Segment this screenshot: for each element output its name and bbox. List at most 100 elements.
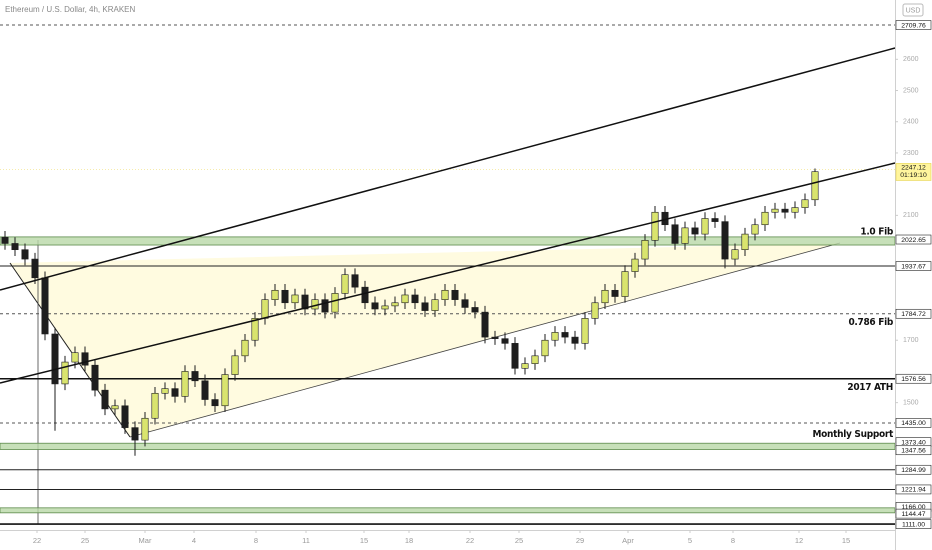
candle-body (61, 361, 69, 385)
candle-body (201, 380, 209, 400)
levels: 1.0 Fib 0.786 Fib 2017 ATH Monthly Support (0, 24, 896, 525)
trend-line (9, 262, 131, 438)
y-tick-label: 2300 (903, 150, 919, 157)
level-label: 1937.67 (901, 263, 926, 270)
y-tick-label: 2600 (903, 56, 919, 63)
candle-body (441, 289, 449, 300)
candle-body (561, 332, 569, 338)
level-label-box (895, 308, 932, 319)
candle-body (691, 227, 699, 235)
candle-body (491, 336, 499, 339)
candle-body (591, 302, 599, 319)
x-tick-label: 29 (576, 536, 584, 545)
level-label-box (895, 261, 932, 271)
support-zone (0, 442, 896, 450)
candle-body (581, 318, 589, 344)
level-label-box (895, 418, 932, 428)
candle-body (1, 236, 9, 244)
level-label: 1347.56 (901, 448, 926, 455)
x-tick-label: 25 (515, 536, 523, 545)
candle-body (221, 374, 229, 407)
last-price-label: 2247.12 (901, 165, 926, 172)
x-tick-label: 4 (192, 536, 196, 545)
y-tick-label: 2100 (903, 212, 919, 219)
level-label-box (895, 234, 932, 245)
level-note: 2017 ATH (847, 382, 893, 393)
candle-body (21, 249, 29, 260)
candle-body (611, 289, 619, 297)
candle-body (261, 299, 269, 319)
x-tick-label: 5 (688, 536, 692, 545)
candle-body (811, 171, 819, 201)
x-tick-label: Mar (139, 536, 152, 545)
level-label: 1111.00 (902, 521, 925, 528)
level-note: 1.0 Fib (860, 227, 893, 238)
x-tick-label: 11 (302, 536, 310, 545)
candle-body (631, 258, 639, 272)
candle-body (781, 208, 789, 213)
channel-line (0, 47, 896, 291)
candle-body (651, 211, 659, 241)
candle-body (191, 371, 199, 382)
channel-line (0, 162, 896, 384)
candle-body (641, 240, 649, 260)
candle-body (231, 355, 239, 375)
y-tick-label: 1500 (903, 399, 919, 406)
level-label: 1373.40 (901, 439, 926, 446)
candle-body (371, 302, 379, 310)
support-zone (0, 236, 896, 246)
candle-body (761, 211, 769, 226)
level-label: 1221.94 (901, 487, 926, 494)
level-label: 1144.47 (901, 511, 925, 518)
y-tick-label: 2400 (903, 119, 919, 126)
level-label: 1435.00 (901, 420, 926, 427)
candle-body (391, 302, 399, 307)
candle-body (551, 332, 559, 341)
candle-body (301, 294, 309, 310)
candle-body (71, 352, 79, 363)
level-label: 2022.65 (901, 237, 926, 244)
candle-body (571, 336, 579, 344)
candle-body (251, 318, 259, 341)
candle-body (111, 405, 119, 410)
channel (0, 47, 896, 384)
candle-body (481, 311, 489, 338)
candle-body (241, 339, 249, 357)
candle-body (681, 227, 689, 244)
candle-body (151, 392, 159, 419)
candle-body (401, 294, 409, 304)
candle-body (171, 388, 179, 397)
candle-body (211, 399, 219, 407)
candle-body (141, 417, 149, 441)
x-tick-label: 8 (731, 536, 735, 545)
candle-body (91, 364, 99, 391)
x-tick-label: Apr (622, 536, 634, 545)
level-note: Monthly Support (812, 429, 894, 440)
level-label: 1784.72 (901, 311, 926, 318)
candle-body (731, 249, 739, 260)
candle-body (621, 271, 629, 297)
candle-body (11, 243, 19, 251)
level-label: 1284.99 (901, 467, 926, 474)
candles (1, 168, 819, 456)
countdown-label: 01:19:10 (900, 172, 927, 179)
x-tick-label: 15 (842, 536, 850, 545)
candle-body (461, 299, 469, 308)
candle-body (421, 302, 429, 311)
x-tick-label: 18 (405, 536, 413, 545)
candle-body (41, 277, 49, 335)
candle-body (281, 289, 289, 304)
candle-body (791, 207, 799, 213)
candle-body (451, 289, 459, 300)
candle-body (501, 338, 509, 344)
candle-body (271, 289, 279, 300)
level-label-box (895, 445, 932, 456)
candle-body (601, 289, 609, 304)
currency-box (902, 3, 924, 17)
candle-body (181, 371, 189, 397)
level-label-box (895, 20, 932, 30)
candle-body (531, 355, 539, 364)
candle-body (471, 307, 479, 313)
